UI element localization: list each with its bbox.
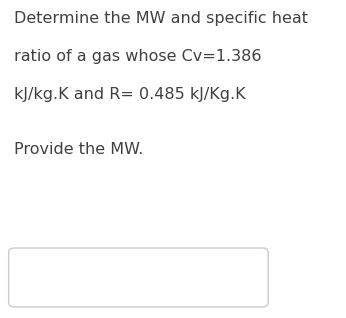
FancyBboxPatch shape <box>9 248 268 307</box>
Text: Provide the MW.: Provide the MW. <box>14 142 143 156</box>
Text: Determine the MW and specific heat: Determine the MW and specific heat <box>14 11 308 26</box>
Text: ratio of a gas whose Cv=1.386: ratio of a gas whose Cv=1.386 <box>14 49 261 64</box>
Text: kJ/kg.K and R= 0.485 kJ/Kg.K: kJ/kg.K and R= 0.485 kJ/Kg.K <box>14 87 245 102</box>
